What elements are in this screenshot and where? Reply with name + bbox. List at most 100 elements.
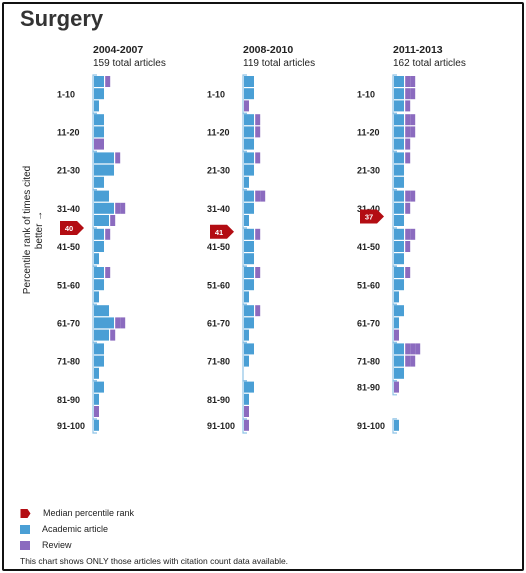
- academic-bar: [249, 138, 254, 150]
- tick-label: 1-10: [357, 89, 375, 99]
- academic-bar: [99, 381, 104, 393]
- academic-bar: [399, 176, 404, 188]
- panel-total: 162 total articles: [393, 58, 466, 69]
- academic-bar: [94, 228, 99, 240]
- academic-bar: [244, 267, 249, 278]
- academic-bar: [394, 190, 399, 202]
- legend-review-label: Review: [42, 540, 72, 550]
- tick-label: 91-100: [357, 421, 385, 431]
- academic-bar: [394, 76, 399, 87]
- academic-bar: [94, 329, 99, 341]
- median-label: 40: [65, 224, 73, 233]
- academic-bar: [94, 76, 99, 87]
- academic-bar: [399, 100, 404, 112]
- review-bar: [410, 190, 416, 202]
- row-bracket: [392, 380, 397, 396]
- academic-bar: [249, 305, 254, 317]
- academic-bar: [99, 176, 104, 188]
- review-bar: [255, 152, 261, 164]
- academic-bar: [249, 190, 254, 202]
- review-bar: [405, 114, 411, 126]
- academic-bar: [99, 164, 104, 176]
- academic-bar: [94, 343, 99, 355]
- academic-bar: [244, 329, 249, 341]
- academic-bar: [94, 305, 99, 317]
- academic-bar: [244, 305, 249, 317]
- academic-bar: [99, 355, 104, 367]
- academic-bar: [244, 114, 249, 126]
- academic-bar: [399, 367, 404, 379]
- academic-bar: [109, 317, 114, 329]
- academic-bar: [399, 138, 404, 150]
- academic-bar: [109, 202, 114, 214]
- tick-label: 81-90: [357, 383, 380, 393]
- footnote: This chart shows ONLY those articles wit…: [20, 556, 289, 566]
- academic-bar: [244, 138, 249, 150]
- legend-academic: Academic article: [20, 521, 134, 537]
- academic-bar: [99, 305, 104, 317]
- academic-bar: [94, 253, 99, 265]
- panel-period: 2008-2010: [243, 44, 293, 56]
- academic-bar: [94, 88, 99, 100]
- tick-label: 41-50: [357, 242, 380, 252]
- academic-bar: [244, 88, 249, 100]
- academic-bar: [244, 228, 249, 240]
- academic-bar: [394, 228, 399, 240]
- academic-swatch: [20, 524, 30, 534]
- academic-bar: [244, 164, 249, 176]
- review-bar: [105, 267, 111, 278]
- review-bar: [110, 329, 116, 341]
- tick-label: 21-30: [357, 166, 380, 176]
- academic-bar: [399, 343, 404, 355]
- tick-label: 91-100: [57, 421, 85, 431]
- tick-label: 31-40: [207, 204, 230, 214]
- row-bracket: [92, 418, 97, 434]
- academic-bar: [244, 317, 249, 329]
- tick-label: 1-10: [57, 89, 75, 99]
- academic-bar: [99, 88, 104, 100]
- academic-bar: [244, 152, 249, 164]
- tick-label: 51-60: [357, 280, 380, 290]
- academic-bar: [394, 100, 399, 112]
- review-bar: [94, 138, 99, 150]
- academic-bar: [244, 291, 249, 303]
- panel-total: 159 total articles: [93, 58, 166, 69]
- review-bar: [405, 202, 411, 214]
- academic-bar: [399, 76, 404, 87]
- academic-bar: [394, 114, 399, 126]
- review-bar: [255, 190, 261, 202]
- academic-bar: [99, 126, 104, 138]
- review-bar: [405, 152, 411, 164]
- review-bar: [255, 267, 261, 278]
- academic-bar: [244, 355, 249, 367]
- academic-bar: [99, 114, 104, 126]
- academic-bar: [394, 279, 399, 291]
- academic-bar: [244, 126, 249, 138]
- academic-bar: [399, 152, 404, 164]
- median-marker-icon: [20, 508, 31, 518]
- academic-bar: [394, 215, 399, 226]
- academic-bar: [249, 267, 254, 278]
- academic-bar: [249, 279, 254, 291]
- row-bracket: [392, 418, 397, 434]
- academic-bar: [94, 367, 99, 379]
- chart-canvas: Percentile rank of times cited better → 20…: [22, 44, 466, 434]
- academic-bar: [249, 317, 254, 329]
- academic-bar: [249, 241, 254, 252]
- review-bar: [405, 88, 411, 100]
- academic-bar: [249, 164, 254, 176]
- review-bar: [410, 355, 416, 367]
- academic-bar: [94, 381, 99, 393]
- median-marker: [210, 224, 234, 239]
- academic-bar: [94, 100, 99, 112]
- academic-bar: [109, 152, 114, 164]
- median-label: 41: [215, 228, 223, 237]
- review-bar: [405, 138, 411, 150]
- tick-label: 61-70: [57, 319, 80, 329]
- review-bar: [94, 406, 99, 417]
- academic-bar: [399, 228, 404, 240]
- academic-bar: [94, 393, 99, 405]
- review-bar: [260, 190, 266, 202]
- review-bar: [405, 228, 411, 240]
- academic-bar: [394, 367, 399, 379]
